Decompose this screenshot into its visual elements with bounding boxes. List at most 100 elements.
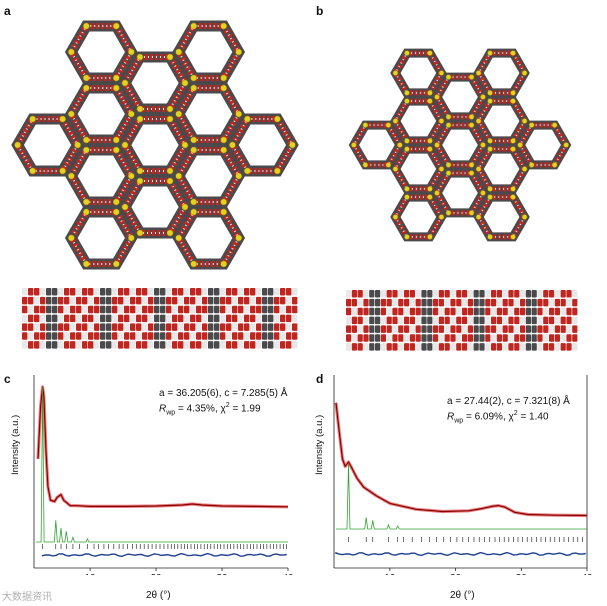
side-atom [514, 334, 520, 342]
side-atom [404, 343, 410, 351]
side-atom [268, 323, 274, 331]
side-atom [64, 323, 70, 331]
side-atom [525, 290, 531, 298]
side-atom [473, 334, 479, 342]
side-atom [525, 316, 531, 325]
side-atom [462, 290, 468, 298]
side-atom [554, 298, 560, 307]
side-atom [427, 290, 433, 298]
side-atom [214, 305, 220, 314]
side-atom [94, 288, 100, 296]
side-atom [450, 325, 456, 333]
side-atom [479, 343, 485, 351]
side-atom [404, 298, 410, 307]
side-atom [52, 341, 58, 349]
side-atom [172, 332, 178, 340]
side-atom [462, 307, 468, 316]
side-atom [76, 288, 82, 296]
side-atom [386, 343, 392, 351]
side-atom [58, 288, 64, 296]
side-atom [142, 296, 148, 305]
side-atom [124, 296, 130, 305]
side-atom [473, 316, 479, 325]
side-atom [351, 325, 357, 333]
hex-channel-7 [226, 113, 299, 177]
side-atom [549, 307, 555, 316]
side-atom [433, 316, 439, 325]
side-atom [202, 341, 208, 349]
side-atom [415, 307, 421, 316]
side-atom [118, 332, 124, 340]
side-atom [433, 298, 439, 307]
side-atom [154, 296, 160, 305]
side-atom [280, 341, 286, 349]
side-atom [444, 298, 450, 307]
side-atom [560, 316, 566, 325]
side-atom [566, 343, 572, 351]
side-atom [543, 290, 549, 298]
side-atom [502, 298, 508, 307]
side-atom [166, 288, 172, 296]
side-atom [28, 296, 34, 305]
hex-channel-12 [473, 48, 530, 98]
side-atom [427, 298, 433, 307]
side-atom [160, 332, 166, 340]
chart-c-chi-value: = 1.99 [229, 403, 261, 415]
panel-label-a: a [4, 4, 11, 18]
side-atom [112, 296, 118, 305]
framework-structure-a-side-view [22, 288, 298, 349]
side-atom [268, 332, 274, 340]
side-atom [380, 325, 386, 333]
side-atom [262, 288, 268, 296]
hex-channel-12 [172, 20, 246, 84]
side-atom [178, 288, 184, 296]
side-atom [22, 332, 28, 340]
side-atom [184, 296, 190, 305]
side-atom [286, 314, 292, 323]
side-atom [473, 343, 479, 351]
side-atom [467, 316, 473, 325]
side-atom [220, 314, 226, 323]
side-atom [196, 314, 202, 323]
hex-channel-0 [118, 113, 192, 177]
side-atom [427, 343, 433, 351]
side-atom [280, 305, 286, 314]
side-atom [473, 298, 479, 307]
side-atom [196, 288, 202, 296]
side-atom [386, 334, 392, 342]
side-atom [398, 316, 404, 325]
side-atom [479, 290, 485, 298]
side-atom [226, 305, 232, 314]
side-atom [479, 325, 485, 333]
side-atom [415, 316, 421, 325]
side-atom [404, 307, 410, 316]
side-atom [130, 332, 136, 340]
side-atom [543, 334, 549, 342]
side-atom [220, 296, 226, 305]
side-atom [444, 307, 450, 316]
side-atom [346, 307, 352, 316]
side-atom [52, 323, 58, 331]
side-atom [112, 305, 118, 314]
side-atom [479, 307, 485, 316]
side-atom [525, 325, 531, 333]
side-atom [166, 341, 172, 349]
side-atom [433, 307, 439, 316]
side-atom [386, 298, 392, 307]
side-atom [456, 307, 462, 316]
side-atom [214, 314, 220, 323]
side-atom [450, 298, 456, 307]
side-atom [502, 334, 508, 342]
side-atom [467, 290, 473, 298]
side-atom [292, 332, 298, 340]
side-atom [456, 343, 462, 351]
side-atom [184, 332, 190, 340]
side-atom [100, 288, 106, 296]
side-atom [82, 288, 88, 296]
side-atom [172, 323, 178, 331]
side-atom [76, 323, 82, 331]
side-atom [421, 316, 427, 325]
side-atom [462, 325, 468, 333]
side-atom [514, 290, 520, 298]
side-atom [462, 343, 468, 351]
